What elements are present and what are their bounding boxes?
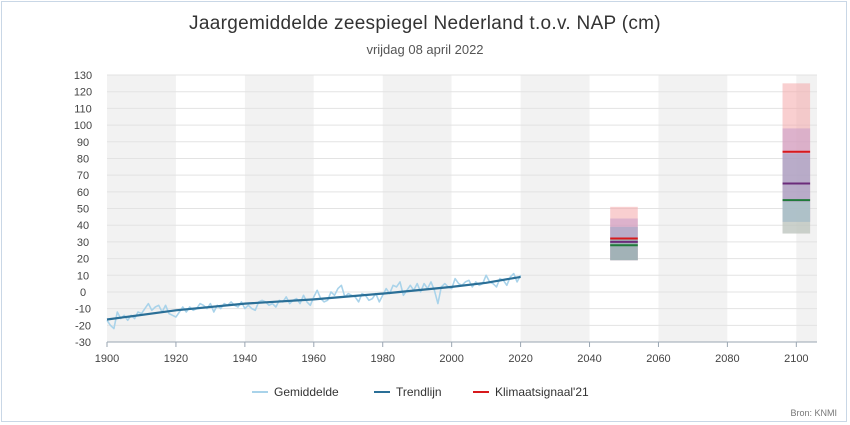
scenario-2050-band-3 <box>610 238 638 261</box>
y-tick-label--30: -30 <box>75 337 91 349</box>
series-lines <box>106 272 522 330</box>
legend-item-gemiddelde[interactable]: Gemiddelde <box>252 385 339 399</box>
y-tick-label-80: 80 <box>77 153 89 165</box>
y-axis-ticks: -30 -20 -10 0 10 20 30 40 50 60 70 80 90 100 110 120 130 <box>74 70 92 349</box>
x-tick-label-1960: 1960 <box>302 353 326 365</box>
scenario-2100-band-3 <box>782 201 811 234</box>
x-tick-label-2080: 2080 <box>715 353 739 365</box>
x-tick-label-2020: 2020 <box>508 353 532 365</box>
y-tick-label-50: 50 <box>77 204 89 216</box>
y-tick-label-60: 60 <box>77 187 89 199</box>
y-tick-label-70: 70 <box>77 170 89 182</box>
x-axis-ticks: 1900 1920 1940 1960 1980 2000 2020 2040 2060 2080… <box>95 342 809 365</box>
x-tick-label-1920: 1920 <box>164 353 188 365</box>
gridlines <box>107 74 817 343</box>
legend-label-klimaatsignaal: Klimaatsignaal'21 <box>495 385 589 399</box>
y-tick-label-40: 40 <box>77 220 89 232</box>
y-tick-label-130: 130 <box>74 70 92 82</box>
x-tick-label-1940: 1940 <box>233 353 257 365</box>
legend-item-klimaatsignaal[interactable]: Klimaatsignaal'21 <box>473 385 589 399</box>
source-credit: Bron: KNMI <box>790 408 837 418</box>
x-tick-label-2040: 2040 <box>577 353 601 365</box>
y-tick-label-30: 30 <box>77 237 89 249</box>
x-tick-label-2060: 2060 <box>646 353 670 365</box>
y-tick-label-10: 10 <box>77 270 89 282</box>
chart-title: Jaargemiddelde zeespiegel Nederland t.o.… <box>189 13 661 34</box>
y-tick-label-120: 120 <box>74 87 92 99</box>
y-tick-label-100: 100 <box>74 120 92 132</box>
chart-subtitle: vrijdag 08 april 2022 <box>366 42 483 57</box>
y-tick-label-0: 0 <box>80 287 86 299</box>
y-tick-label-110: 110 <box>74 103 92 115</box>
legend-label-trendlijn: Trendlijn <box>396 385 442 399</box>
legend-item-trendlijn[interactable]: Trendlijn <box>374 385 442 399</box>
x-tick-label-1900: 1900 <box>95 353 119 365</box>
klimaatsignaal-scenarios <box>610 83 811 261</box>
x-tick-label-2000: 2000 <box>439 353 463 365</box>
y-tick-label-90: 90 <box>77 137 89 149</box>
x-tick-label-2100: 2100 <box>784 353 808 365</box>
legend: Gemiddelde Trendlijn Klimaatsignaal'21 <box>252 385 589 399</box>
y-tick-label--20: -20 <box>75 320 91 332</box>
series-gemiddelde <box>106 272 522 330</box>
y-tick-label--10: -10 <box>75 304 91 316</box>
x-tick-label-1980: 1980 <box>370 353 394 365</box>
legend-label-gemiddelde: Gemiddelde <box>274 385 339 399</box>
y-tick-label-20: 20 <box>77 254 89 266</box>
series-trendlijn <box>106 275 521 321</box>
